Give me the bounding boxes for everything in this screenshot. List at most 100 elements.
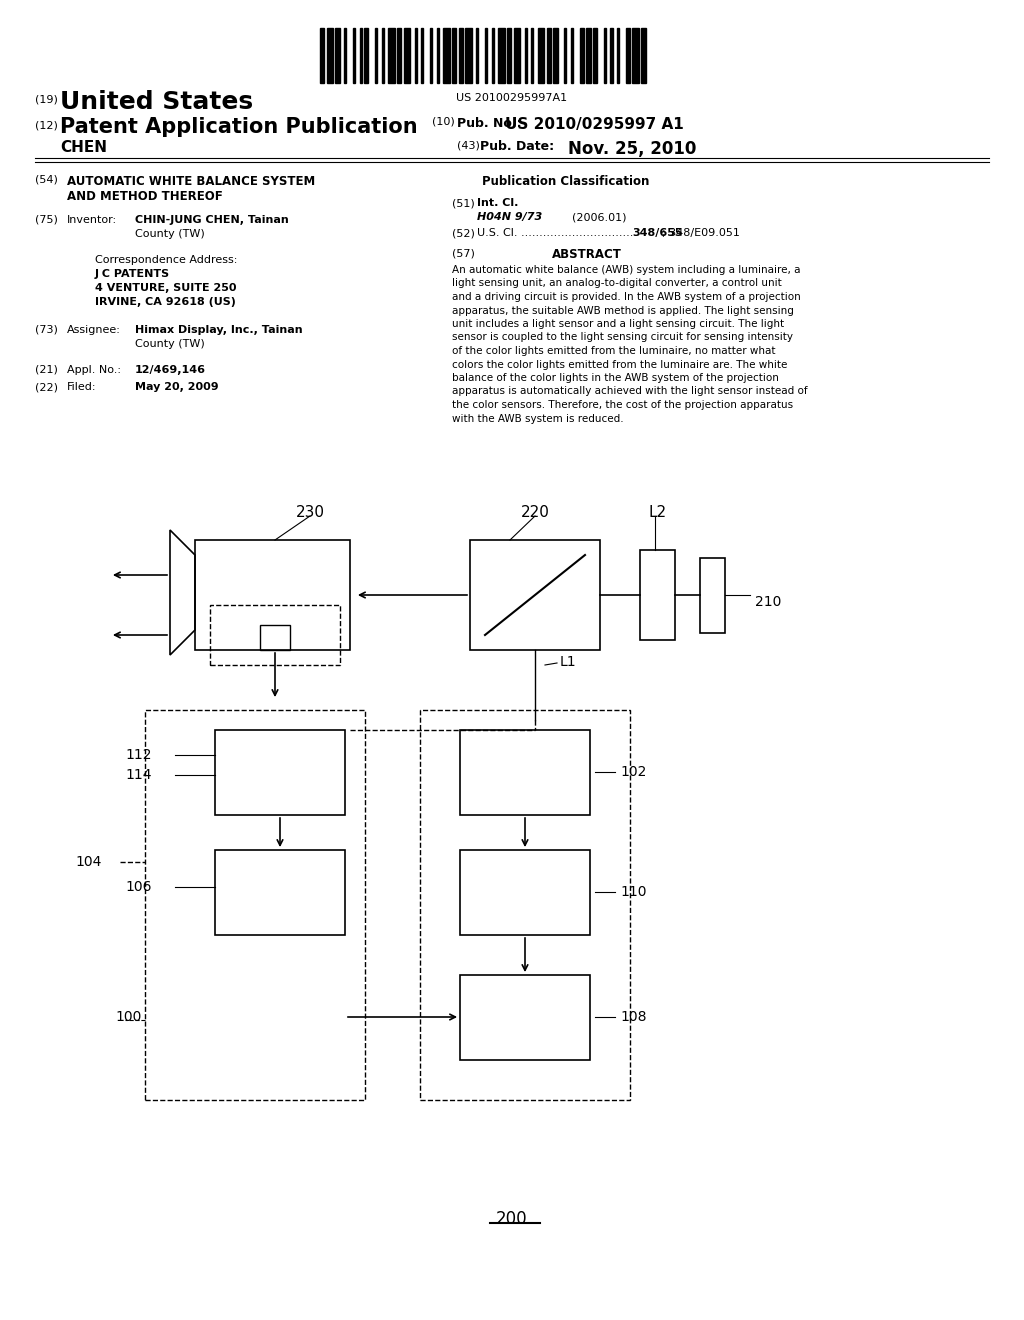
Bar xyxy=(319,28,325,83)
Bar xyxy=(375,28,377,83)
Bar xyxy=(353,28,355,83)
Text: with the AWB system is reduced.: with the AWB system is reduced. xyxy=(452,413,624,424)
Bar xyxy=(531,28,534,83)
Bar xyxy=(460,975,590,1060)
Bar xyxy=(485,28,487,83)
Text: (21): (21) xyxy=(35,366,58,375)
Bar xyxy=(564,28,566,83)
Text: 104: 104 xyxy=(75,855,101,869)
Text: 112: 112 xyxy=(125,748,152,762)
Bar xyxy=(327,28,333,83)
Text: apparatus, the suitable AWB method is applied. The light sensing: apparatus, the suitable AWB method is ap… xyxy=(452,305,794,315)
Text: of the color lights emitted from the luminaire, no matter what: of the color lights emitted from the lum… xyxy=(452,346,775,356)
Text: County (TW): County (TW) xyxy=(135,228,205,239)
Bar xyxy=(436,28,439,83)
Text: unit includes a light sensor and a light sensing circuit. The light: unit includes a light sensor and a light… xyxy=(452,319,784,329)
Bar xyxy=(633,28,639,83)
Text: (54): (54) xyxy=(35,176,58,185)
Text: light sensing unit, an analog-to-digital converter, a control unit: light sensing unit, an analog-to-digital… xyxy=(452,279,781,289)
Text: Himax Display, Inc., Tainan: Himax Display, Inc., Tainan xyxy=(135,325,303,335)
Bar xyxy=(210,605,340,665)
Text: ; 348/E09.051: ; 348/E09.051 xyxy=(662,228,740,238)
Text: Inventor:: Inventor: xyxy=(67,215,117,224)
Text: 220: 220 xyxy=(520,506,550,520)
Bar xyxy=(547,28,551,83)
Bar xyxy=(364,28,369,83)
Text: (51): (51) xyxy=(452,198,475,209)
Text: 110: 110 xyxy=(620,884,646,899)
Bar xyxy=(359,28,361,83)
Text: US 2010/0295997 A1: US 2010/0295997 A1 xyxy=(505,117,684,132)
Text: (43): (43) xyxy=(457,140,480,150)
Text: Appl. No.:: Appl. No.: xyxy=(67,366,121,375)
Bar xyxy=(421,28,423,83)
Text: (2006.01): (2006.01) xyxy=(572,213,627,222)
Bar xyxy=(593,28,597,83)
Bar xyxy=(452,28,457,83)
Text: Nov. 25, 2010: Nov. 25, 2010 xyxy=(568,140,696,158)
Text: L1: L1 xyxy=(560,655,577,669)
Text: United States: United States xyxy=(60,90,253,114)
Text: (52): (52) xyxy=(452,228,475,238)
Bar xyxy=(604,28,606,83)
Bar xyxy=(459,28,463,83)
Text: Int. Cl.: Int. Cl. xyxy=(477,198,518,209)
Bar xyxy=(420,710,630,1100)
Text: J C PATENTS: J C PATENTS xyxy=(95,269,170,279)
Bar xyxy=(460,730,590,814)
Text: U.S. Cl. ................................: U.S. Cl. ...............................… xyxy=(477,228,637,238)
Bar xyxy=(397,28,401,83)
Text: (73): (73) xyxy=(35,325,58,335)
Text: (19): (19) xyxy=(35,95,58,106)
Bar xyxy=(492,28,494,83)
Text: and a driving circuit is provided. In the AWB system of a projection: and a driving circuit is provided. In th… xyxy=(452,292,801,302)
Bar xyxy=(470,540,600,649)
Text: Patent Application Publication: Patent Application Publication xyxy=(60,117,418,137)
Bar xyxy=(507,28,511,83)
Text: (57): (57) xyxy=(452,248,475,257)
Text: CHIN-JUNG CHEN, Tainan: CHIN-JUNG CHEN, Tainan xyxy=(135,215,289,224)
Bar xyxy=(700,558,725,634)
Text: apparatus is automatically achieved with the light sensor instead of: apparatus is automatically achieved with… xyxy=(452,387,808,396)
Text: AND METHOD THEREOF: AND METHOD THEREOF xyxy=(67,190,223,203)
Text: AUTOMATIC WHITE BALANCE SYSTEM: AUTOMATIC WHITE BALANCE SYSTEM xyxy=(67,176,315,187)
Text: 230: 230 xyxy=(296,506,325,520)
Bar xyxy=(443,28,450,83)
Text: County (TW): County (TW) xyxy=(135,339,205,348)
Bar xyxy=(336,28,340,83)
Text: colors the color lights emitted from the luminaire are. The white: colors the color lights emitted from the… xyxy=(452,359,787,370)
Bar xyxy=(626,28,630,83)
Bar xyxy=(215,730,345,814)
Text: 106: 106 xyxy=(125,880,152,894)
Text: 200: 200 xyxy=(497,1210,527,1228)
Bar xyxy=(460,850,590,935)
Text: Correspondence Address:: Correspondence Address: xyxy=(95,255,238,265)
Bar xyxy=(499,28,505,83)
Text: US 20100295997A1: US 20100295997A1 xyxy=(457,92,567,103)
Text: IRVINE, CA 92618 (US): IRVINE, CA 92618 (US) xyxy=(95,297,236,308)
Bar xyxy=(641,28,645,83)
Text: 348/655: 348/655 xyxy=(632,228,683,238)
Bar xyxy=(344,28,346,83)
Text: 210: 210 xyxy=(755,595,781,609)
Text: (22): (22) xyxy=(35,381,58,392)
Text: 100: 100 xyxy=(115,1010,141,1024)
Text: 4 VENTURE, SUITE 250: 4 VENTURE, SUITE 250 xyxy=(95,282,237,293)
Text: the color sensors. Therefore, the cost of the projection apparatus: the color sensors. Therefore, the cost o… xyxy=(452,400,794,411)
Text: balance of the color lights in the AWB system of the projection: balance of the color lights in the AWB s… xyxy=(452,374,779,383)
Bar xyxy=(415,28,417,83)
Bar xyxy=(388,28,395,83)
Text: May 20, 2009: May 20, 2009 xyxy=(135,381,219,392)
Bar xyxy=(260,624,290,649)
Bar xyxy=(580,28,584,83)
Text: 12/469,146: 12/469,146 xyxy=(135,366,206,375)
Bar xyxy=(430,28,432,83)
Text: (10): (10) xyxy=(432,117,455,127)
Text: (12): (12) xyxy=(35,120,58,129)
Text: L2: L2 xyxy=(648,506,667,520)
Text: (75): (75) xyxy=(35,215,58,224)
Text: sensor is coupled to the light sensing circuit for sensing intensity: sensor is coupled to the light sensing c… xyxy=(452,333,793,342)
Bar xyxy=(145,710,365,1100)
Bar xyxy=(617,28,620,83)
Text: 114: 114 xyxy=(125,768,152,781)
